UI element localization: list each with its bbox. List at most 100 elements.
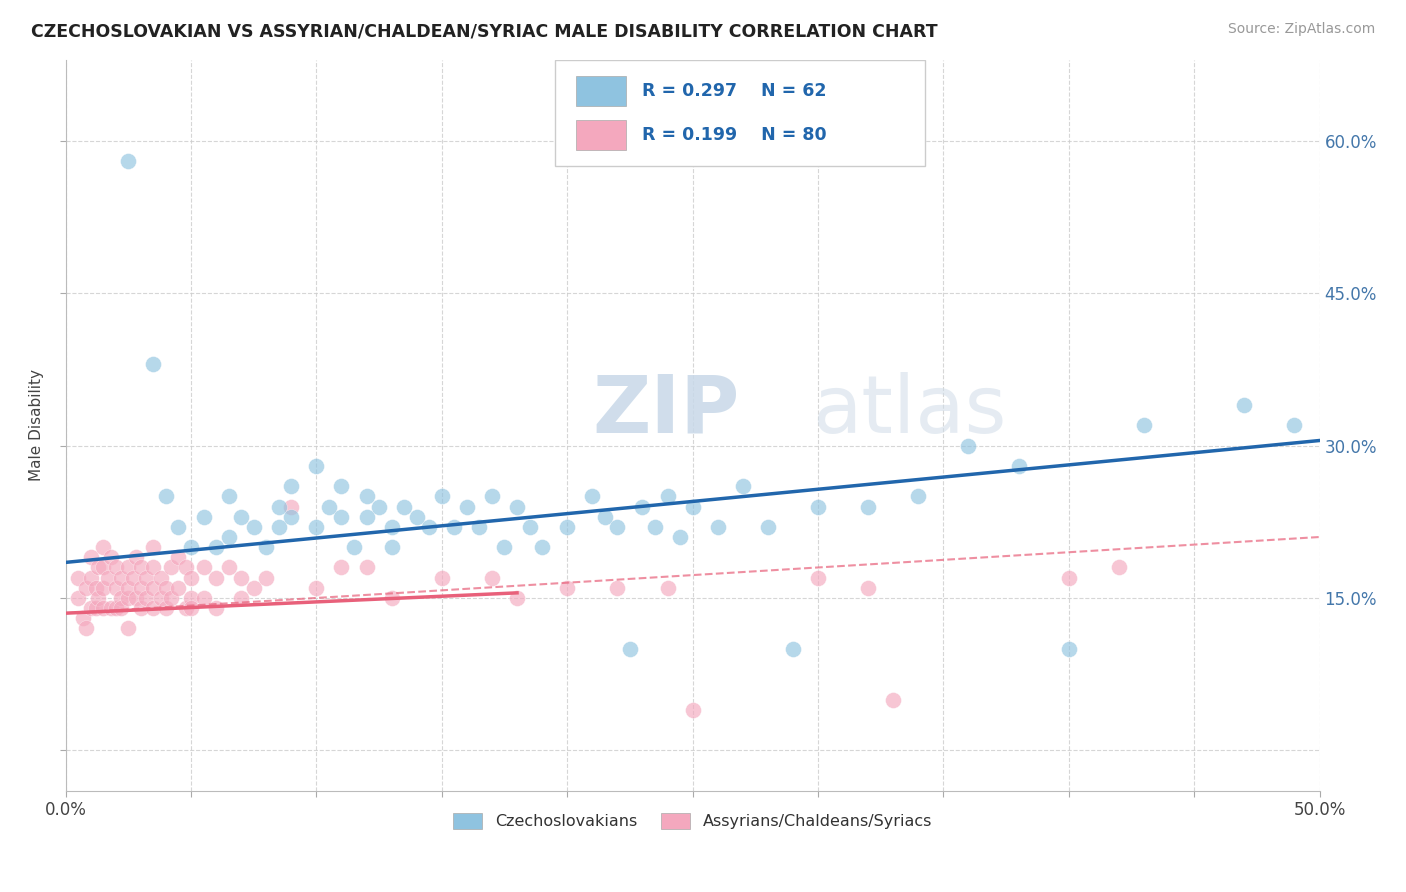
Point [167, 550, 190, 565]
FancyBboxPatch shape [554, 60, 925, 166]
Point [180, 591, 202, 605]
Point [356, 560, 378, 574]
Point [231, 591, 253, 605]
Point [180, 540, 202, 554]
Point [1284, 418, 1306, 433]
Point [129, 560, 152, 574]
Point [231, 571, 253, 585]
Point [104, 601, 127, 615]
Point [430, 571, 453, 585]
Point [305, 520, 328, 534]
Point [135, 591, 157, 605]
Point [129, 581, 152, 595]
Point [494, 540, 516, 554]
Point [91, 560, 114, 574]
Point [167, 581, 190, 595]
Point [506, 500, 529, 514]
Point [72, 611, 94, 625]
Text: R = 0.199    N = 80: R = 0.199 N = 80 [643, 126, 827, 144]
Point [242, 581, 264, 595]
Point [1057, 641, 1080, 656]
Point [117, 560, 139, 574]
Point [218, 530, 240, 544]
Point [104, 581, 127, 595]
Point [205, 540, 228, 554]
Point [167, 520, 190, 534]
Point [67, 591, 90, 605]
Point [657, 489, 679, 503]
Point [555, 581, 578, 595]
Point [606, 520, 628, 534]
Point [531, 540, 554, 554]
Point [242, 520, 264, 534]
Point [267, 520, 290, 534]
Point [330, 479, 353, 493]
Text: ZIP: ZIP [592, 372, 740, 450]
Point [67, 571, 90, 585]
Point [142, 560, 165, 574]
Point [392, 500, 415, 514]
Point [254, 571, 277, 585]
Point [87, 560, 110, 574]
Point [155, 489, 177, 503]
Point [75, 622, 97, 636]
Point [117, 581, 139, 595]
Point [856, 581, 879, 595]
Point [79, 550, 101, 565]
Point [84, 601, 107, 615]
Point [506, 591, 529, 605]
Point [100, 601, 122, 615]
Point [75, 581, 97, 595]
Point [280, 509, 302, 524]
Point [205, 571, 228, 585]
Point [555, 520, 578, 534]
Point [254, 540, 277, 554]
Point [356, 509, 378, 524]
Point [91, 601, 114, 615]
Point [305, 581, 328, 595]
Point [330, 509, 353, 524]
Point [125, 550, 148, 565]
Point [644, 520, 666, 534]
Point [418, 520, 440, 534]
Point [267, 500, 290, 514]
Point [104, 560, 127, 574]
Point [117, 622, 139, 636]
Point [519, 520, 541, 534]
Point [606, 581, 628, 595]
Point [84, 581, 107, 595]
Text: R = 0.297    N = 62: R = 0.297 N = 62 [643, 82, 827, 100]
FancyBboxPatch shape [576, 120, 626, 150]
Point [193, 509, 215, 524]
Point [231, 509, 253, 524]
Point [174, 560, 197, 574]
Point [205, 601, 228, 615]
Point [91, 540, 114, 554]
Point [619, 641, 641, 656]
Point [218, 560, 240, 574]
Point [117, 591, 139, 605]
Point [149, 591, 172, 605]
Point [142, 581, 165, 595]
Point [218, 489, 240, 503]
Point [160, 560, 183, 574]
Point [193, 591, 215, 605]
Point [110, 571, 132, 585]
Point [356, 489, 378, 503]
Point [117, 154, 139, 169]
Point [180, 571, 202, 585]
Point [682, 703, 704, 717]
Point [97, 571, 120, 585]
Point [669, 530, 692, 544]
Point [481, 571, 503, 585]
Point [343, 540, 366, 554]
Point [957, 439, 980, 453]
Point [1007, 458, 1029, 473]
Point [193, 560, 215, 574]
Point [1057, 571, 1080, 585]
Point [318, 500, 340, 514]
Point [129, 601, 152, 615]
Point [368, 500, 391, 514]
Point [456, 500, 478, 514]
Point [381, 540, 404, 554]
